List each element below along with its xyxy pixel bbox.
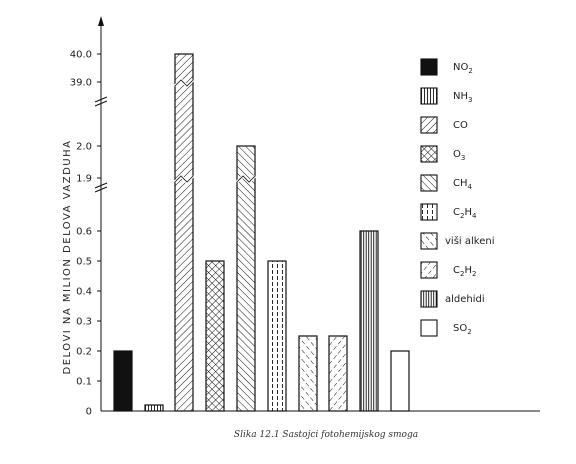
- y-tick-label: 0.2: [76, 347, 92, 358]
- bar-c2h4: [267, 260, 287, 412]
- y-tick-label: 0.1: [76, 377, 92, 388]
- bar-ch4: [236, 145, 256, 412]
- bar-o3: [205, 260, 225, 412]
- legend-label: aldehidi: [445, 294, 485, 305]
- legend-swatch: [420, 174, 438, 192]
- bar-c2h2: [328, 335, 348, 412]
- figure-caption: Slika 12.1 Sastojci fotohemijskog smoga: [234, 430, 418, 440]
- y-tick-label: 0.5: [76, 257, 92, 268]
- legend-swatch: [420, 145, 438, 163]
- legend-label: viši alkeni: [445, 235, 494, 247]
- bar-co: [174, 53, 194, 412]
- y-tick-label: 0: [86, 407, 92, 418]
- legend-swatch: [420, 203, 438, 221]
- y-tick-label: 0.3: [76, 317, 92, 328]
- bar-vi-i-alkeni: [298, 335, 318, 412]
- legend-label: C2H2: [453, 265, 476, 278]
- bar-nh3: [144, 404, 164, 412]
- legend-label: NH3: [453, 91, 472, 104]
- legend-swatch: [420, 261, 438, 279]
- legend-label: CO: [453, 120, 468, 131]
- bar-aldehidi: [359, 230, 379, 412]
- bar-so2: [390, 350, 410, 412]
- legend-label: O3: [453, 149, 465, 162]
- y-tick-label: 2.0: [76, 142, 92, 153]
- legend-swatch: [420, 116, 438, 134]
- y-tick-label: 1.9: [76, 174, 92, 185]
- y-axis-break-lower: [94, 182, 108, 193]
- legend-label: C2H4: [453, 207, 477, 220]
- y-axis-break-upper: [94, 96, 108, 107]
- y-tick-label: 40.0: [70, 50, 92, 61]
- legend-swatch: [420, 87, 438, 105]
- legend-swatch: [420, 58, 438, 76]
- legend-swatch: [420, 319, 438, 337]
- y-tick-label: 0.6: [76, 227, 92, 238]
- y-tick-label: 39.0: [70, 78, 92, 89]
- bar-no2: [113, 350, 133, 412]
- legend-label: SO2: [453, 323, 472, 336]
- legend-swatch: [420, 290, 438, 308]
- bar-break-line: [236, 175, 256, 183]
- y-tick-label: 0.4: [76, 287, 92, 298]
- legend-swatch: [420, 232, 438, 250]
- bar-break-line: [174, 79, 194, 87]
- legend-label: NO2: [453, 62, 473, 75]
- y-axis-arrow: [98, 16, 104, 26]
- bar-break-line: [174, 175, 194, 183]
- y-axis-label: DELOVI NA MILION DELOVA VAZDUHA: [62, 140, 73, 375]
- legend-label: CH4: [453, 178, 473, 191]
